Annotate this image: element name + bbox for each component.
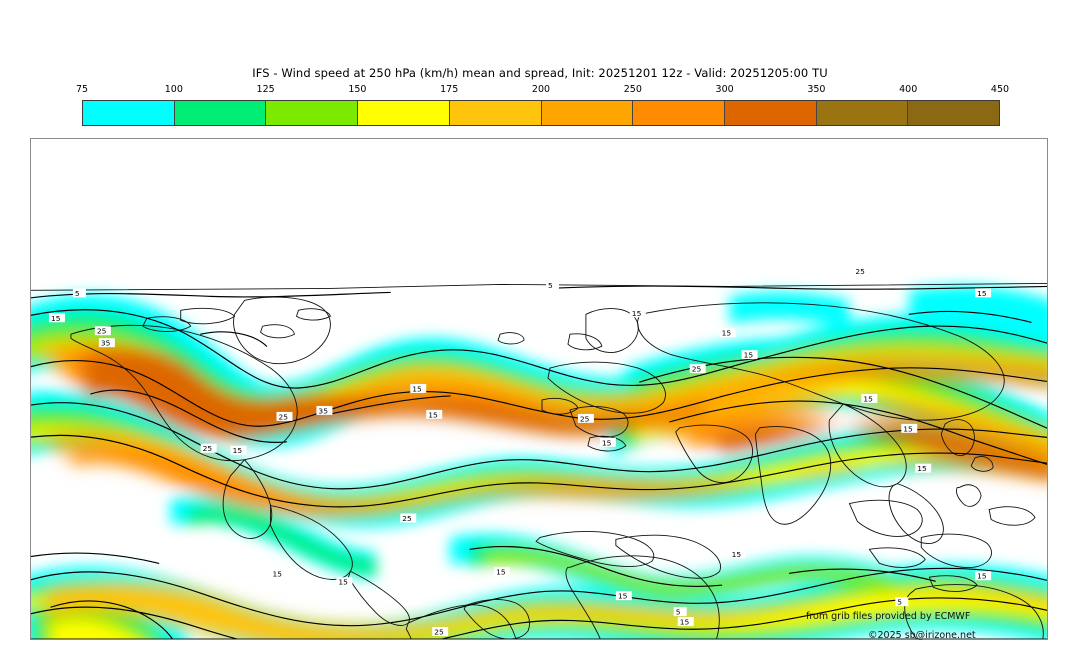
svg-text:15: 15 <box>496 568 506 577</box>
svg-text:15: 15 <box>412 384 422 393</box>
contour-labels: 5 15 25 35 25 35 25 15 5 25 15 15 15 25 … <box>48 266 992 637</box>
svg-text:15: 15 <box>977 572 987 581</box>
colorbar-tick-350: 350 <box>807 84 826 95</box>
svg-text:35: 35 <box>101 339 111 348</box>
colorbar-band-250-300 <box>633 101 725 125</box>
svg-text:25: 25 <box>580 414 590 423</box>
svg-text:25: 25 <box>97 327 107 336</box>
svg-text:15: 15 <box>722 329 732 338</box>
colorbar-tick-125: 125 <box>256 84 275 95</box>
colorbar-band-300-350 <box>724 101 817 125</box>
svg-text:25: 25 <box>855 267 865 276</box>
svg-text:5: 5 <box>548 281 553 290</box>
svg-text:15: 15 <box>863 394 873 403</box>
page-title: IFS - Wind speed at 250 hPa (km/h) mean … <box>252 66 828 80</box>
coastlines <box>31 282 1047 639</box>
svg-text:15: 15 <box>273 570 283 579</box>
svg-text:15: 15 <box>233 446 243 455</box>
svg-text:5: 5 <box>75 289 80 298</box>
colorbar-band-100-125 <box>174 101 267 125</box>
colorbar-band-125-150 <box>266 101 359 125</box>
colorbar-band-350-400 <box>816 101 909 125</box>
colorbar-tick-75: 75 <box>75 84 89 95</box>
svg-text:5: 5 <box>897 598 902 607</box>
colorbar-band-150-175 <box>358 101 450 125</box>
svg-text:15: 15 <box>632 309 642 318</box>
copyright-credit: ©2025 sb@irizone.net <box>868 630 976 641</box>
colorbar-tick-labels: 75 100 125 150 175 200 250 300 350 400 450 <box>76 84 1009 98</box>
colorbar-tick-400: 400 <box>899 84 918 95</box>
svg-text:15: 15 <box>732 550 742 559</box>
svg-text:25: 25 <box>203 444 213 453</box>
colorbar-band-75-100 <box>83 101 175 125</box>
colorbar-tick-175: 175 <box>440 84 459 95</box>
svg-text:15: 15 <box>338 578 348 587</box>
svg-text:15: 15 <box>51 314 61 323</box>
colorbar-tick-100: 100 <box>164 84 183 95</box>
grib-credit: from grib files provided by ECMWF <box>806 611 971 622</box>
svg-text:15: 15 <box>977 289 987 298</box>
colorbar-tick-200: 200 <box>531 84 551 95</box>
svg-text:15: 15 <box>602 438 612 447</box>
svg-text:25: 25 <box>279 412 289 421</box>
windspeed-shading <box>31 285 1047 639</box>
svg-text:25: 25 <box>402 514 412 523</box>
svg-text:15: 15 <box>618 592 628 601</box>
svg-text:15: 15 <box>428 410 438 419</box>
map-canvas: 5 15 25 35 25 35 25 15 5 25 15 15 15 25 … <box>31 139 1047 639</box>
svg-text:15: 15 <box>903 424 913 433</box>
colorbar-tick-300: 300 <box>715 84 734 95</box>
svg-text:15: 15 <box>744 351 754 360</box>
spread-contours <box>31 285 1047 639</box>
colorbar-tick-150: 150 <box>348 84 367 95</box>
colorbar-band-400-450 <box>908 101 1000 125</box>
map-panel[interactable]: 5 15 25 35 25 35 25 15 5 25 15 15 15 25 … <box>30 138 1048 640</box>
svg-text:15: 15 <box>917 464 927 473</box>
colorbar-band-175-200 <box>449 101 542 125</box>
colorbar-bands <box>82 100 1000 126</box>
svg-text:25: 25 <box>692 365 702 374</box>
colorbar-tick-450: 450 <box>990 84 1010 95</box>
svg-text:5: 5 <box>676 608 681 617</box>
colorbar-band-200-250 <box>541 101 634 125</box>
svg-text:15: 15 <box>680 618 690 627</box>
svg-text:35: 35 <box>318 406 328 415</box>
svg-text:25: 25 <box>434 628 444 637</box>
colorbar-tick-250: 250 <box>623 84 642 95</box>
colorbar: 75 100 125 150 175 200 250 300 350 400 450 <box>76 84 1009 126</box>
